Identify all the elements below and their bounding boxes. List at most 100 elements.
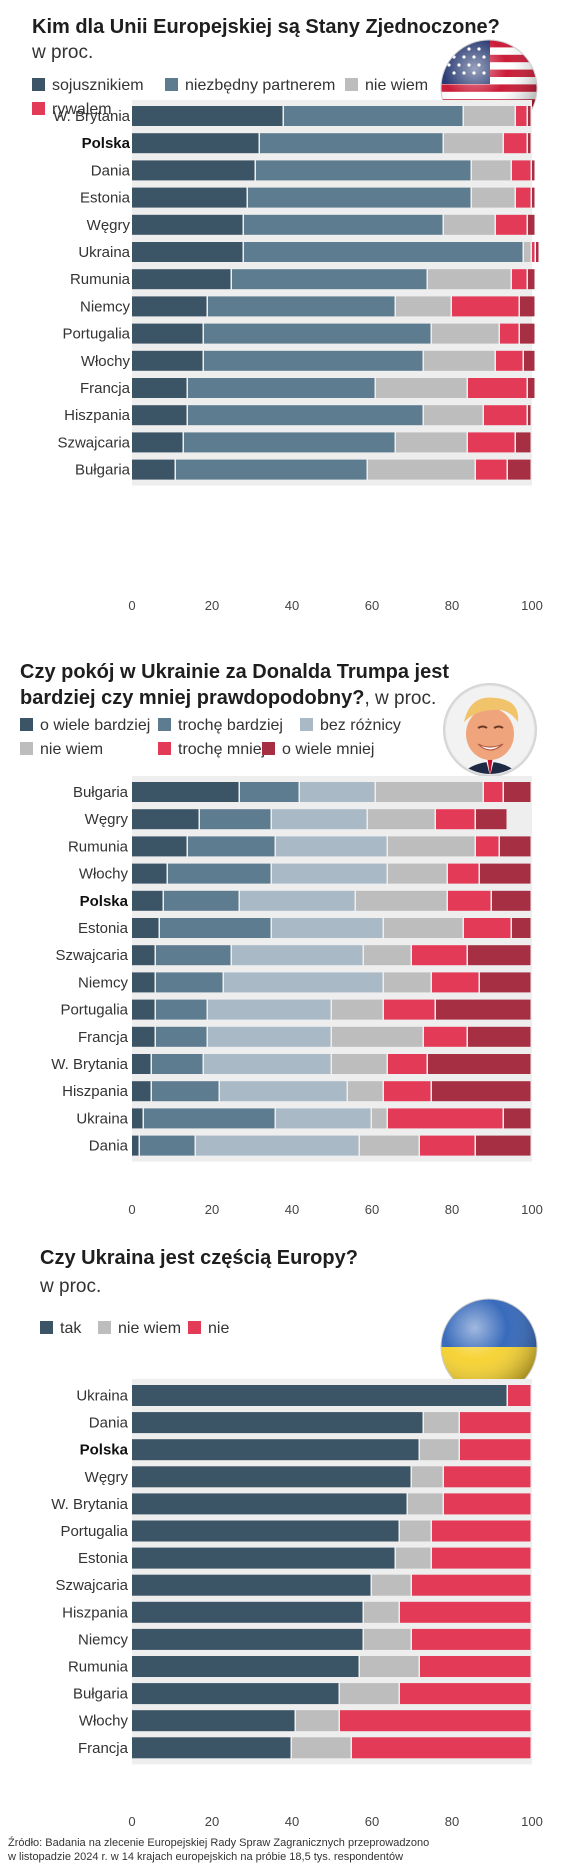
chart2-bar-estonia-troche-mniej — [464, 918, 511, 938]
chart3-bar-wegry-nie-wiem — [412, 1466, 443, 1488]
chart1-bar-w-brytania-rywalem — [516, 106, 527, 126]
chart1-bar-estonia-przeciwnikiem — [532, 187, 535, 208]
chart3-bar-szwajcaria-nie — [412, 1574, 531, 1596]
chart2-bar-rumunia-troche-bardziej — [188, 836, 275, 857]
chart3-bar-francja-nie — [352, 1737, 531, 1759]
chart1-bar-dania-sojusznikiem — [132, 160, 255, 181]
chart2-x-tick-60: 60 — [365, 1202, 379, 1217]
chart1-bar-bulgaria-niezbedny-partnerem — [176, 459, 367, 480]
chart2-category-label-ukraina: Ukraina — [76, 1110, 128, 1127]
chart1-bar-polska-rywalem — [504, 133, 527, 154]
chart1-bar-ukraina-sojusznikiem — [132, 242, 243, 262]
chart3-bar-polska-nie-wiem — [420, 1439, 459, 1461]
chart3-bar-wlochy-tak — [132, 1710, 295, 1732]
chart3-bar-dania-nie — [460, 1412, 531, 1434]
chart3-bar-portugalia-nie-wiem — [400, 1520, 431, 1542]
chart2-bar-ukraina-o-wiele-bardziej — [132, 1108, 143, 1129]
chart3-x-tick-100: 100 — [521, 1814, 543, 1829]
chart2-legend-label-nie-wiem: nie wiem — [40, 741, 103, 758]
chart2-category-label-estonia: Estonia — [78, 920, 129, 937]
chart2-bar-szwajcaria-o-wiele-bardziej — [132, 945, 155, 966]
chart2-category-label-portugalia: Portugalia — [60, 1002, 128, 1019]
chart1-bar-bulgaria-przeciwnikiem — [508, 459, 531, 480]
chart2-bar-wlochy-troche-bardziej — [168, 863, 271, 884]
chart2-legend-swatch-nie-wiem — [20, 742, 33, 755]
chart2-title-line1: Czy pokój w Ukrainie za Donalda Trumpa j… — [20, 661, 449, 683]
chart2-bar-polska-bez-roznicy — [240, 890, 355, 911]
chart1-bar-portugalia-sojusznikiem — [132, 323, 203, 344]
chart2-category-label-niemcy: Niemcy — [78, 974, 129, 991]
chart2-x-tick-80: 80 — [445, 1202, 459, 1217]
chart2-legend-label-o-wiele-mniej: o wiele mniej — [282, 741, 374, 758]
chart2-bar-wegry-troche-mniej — [436, 809, 475, 830]
chart3-category-label-rumunia: Rumunia — [68, 1659, 129, 1676]
chart1-bar-wegry-rywalem — [496, 214, 527, 235]
chart2-bar-portugalia-troche-bardziej — [156, 999, 207, 1020]
chart3-bar-portugalia-nie — [432, 1520, 531, 1542]
chart2-bar-hiszpania-o-wiele-mniej — [432, 1081, 531, 1102]
chart1-legend-label-rywalem: rywalem — [52, 101, 112, 118]
chart2-legend-label-troche-bardziej: trochę bardziej — [178, 717, 283, 734]
chart2-bar-francja-nie-wiem — [332, 1026, 423, 1047]
chart3-bar-bulgaria-nie — [400, 1683, 531, 1705]
chart2-bar-niemcy-bez-roznicy — [224, 972, 383, 993]
chart1-bar-hiszpania-przeciwnikiem — [528, 405, 531, 426]
chart1-bar-bulgaria-rywalem — [476, 459, 507, 480]
chart1-bar-bulgaria-nie-wiem — [368, 459, 475, 480]
chart3-bar-wlochy-nie-wiem — [296, 1710, 339, 1732]
chart3-bar-portugalia-tak — [132, 1520, 399, 1542]
chart2-bar-francja-o-wiele-mniej — [468, 1026, 531, 1047]
chart2-subtitle: , w proc. — [364, 688, 436, 709]
chart1-title: Kim dla Unii Europejskiej są Stany Zjedn… — [32, 16, 500, 38]
chart1-bar-francja-niezbedny-partnerem — [188, 378, 375, 398]
chart1-bar-szwajcaria-przeciwnikiem — [516, 432, 531, 453]
chart2-bar-bulgaria-o-wiele-bardziej — [132, 782, 239, 802]
chart1-bar-niemcy-nie-wiem — [396, 296, 451, 317]
chart1-bar-francja-nie-wiem — [376, 378, 467, 398]
chart3-bar-szwajcaria-tak — [132, 1574, 371, 1596]
chart2-bar-francja-troche-mniej — [424, 1026, 467, 1047]
chart3-bar-niemcy-tak — [132, 1628, 363, 1650]
chart2-legend-label-troche-mniej: trochę mniej — [178, 741, 265, 758]
chart1-bar-polska-nie-wiem — [444, 133, 503, 154]
chart1-x-tick-0: 0 — [128, 598, 135, 613]
chart1-bar-estonia-nie-wiem — [472, 187, 515, 208]
chart2-bar-szwajcaria-troche-mniej — [412, 945, 467, 966]
chart1-bar-hiszpania-nie-wiem — [424, 405, 483, 426]
chart3-legend-label-nie: nie — [208, 1320, 229, 1337]
chart3-bar-estonia-nie-wiem — [396, 1547, 431, 1569]
chart3-bar-francja-tak — [132, 1737, 291, 1759]
chart1-legend-label-sojusznikiem: sojusznikiem — [52, 77, 144, 94]
chart1-bar-dania-przeciwnikiem — [532, 160, 535, 181]
chart3-legend-label-nie-wiem: nie wiem — [118, 1320, 181, 1337]
chart1-bar-szwajcaria-rywalem — [468, 432, 515, 453]
chart2-bar-ukraina-o-wiele-mniej — [504, 1108, 531, 1129]
chart3-bar-rumunia-nie — [420, 1656, 531, 1677]
chart3-bar-dania-tak — [132, 1412, 423, 1434]
chart3-category-label-dania: Dania — [89, 1415, 129, 1432]
chart2-bar-hiszpania-troche-bardziej — [152, 1081, 219, 1102]
chart2-bar-w-brytania-troche-mniej — [388, 1054, 427, 1074]
chart2-bar-szwajcaria-nie-wiem — [364, 945, 411, 966]
chart2-legend: o wiele bardziej trochę bardziej bez różni… — [20, 717, 401, 758]
chart1-bar-niemcy-sojusznikiem — [132, 296, 207, 317]
chart2-bar-niemcy-nie-wiem — [384, 972, 431, 993]
chart2-category-label-rumunia: Rumunia — [68, 838, 129, 855]
chart1-bar-rumunia-sojusznikiem — [132, 269, 231, 290]
chart3-plot-background — [132, 1379, 532, 1765]
chart3-subtitle: w proc. — [39, 1276, 101, 1297]
chart1-category-label-wlochy: Włochy — [81, 353, 131, 370]
chart1-bar-niemcy-rywalem — [452, 296, 519, 317]
chart1-x-tick-60: 60 — [365, 598, 379, 613]
chart3-category-label-hiszpania: Hiszpania — [62, 1604, 129, 1621]
chart3-category-label-estonia: Estonia — [78, 1550, 129, 1567]
chart1-plot-background — [132, 100, 532, 486]
chart3-bar-ukraina-tak — [132, 1385, 507, 1406]
chart3-category-label-francja: Francja — [78, 1740, 129, 1757]
chart2-bar-portugalia-o-wiele-mniej — [436, 999, 531, 1020]
chart2-category-label-szwajcaria: Szwajcaria — [55, 947, 128, 964]
chart1-bar-w-brytania-przeciwnikiem — [528, 106, 531, 126]
chart1-bar-wlochy-sojusznikiem — [132, 350, 203, 371]
chart1-bar-hiszpania-sojusznikiem — [132, 405, 187, 426]
